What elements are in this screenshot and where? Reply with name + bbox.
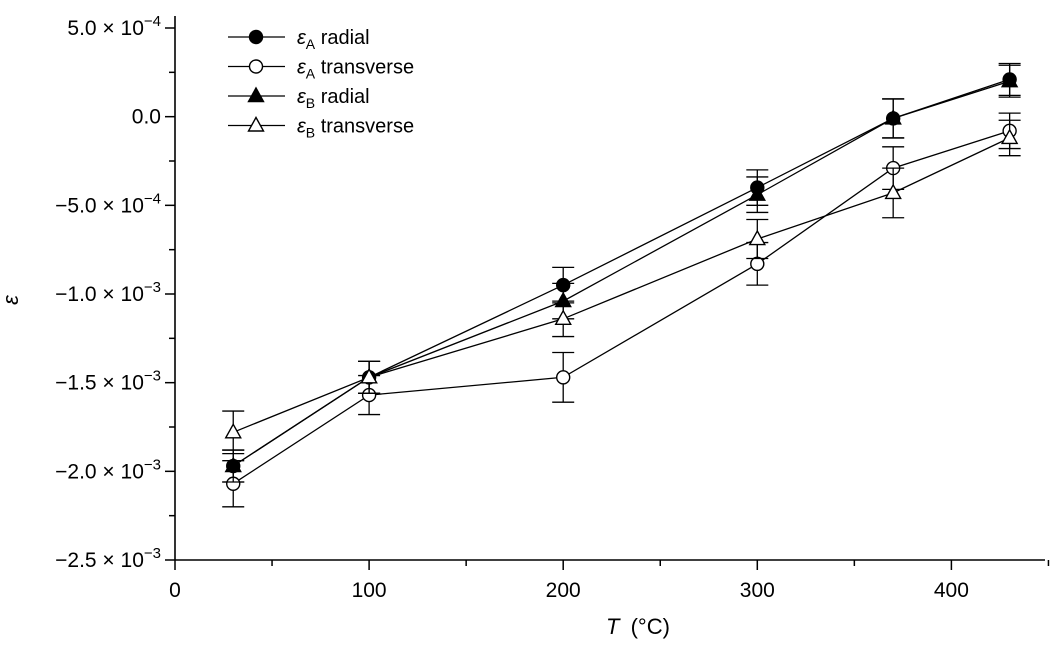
legend-marker	[247, 116, 265, 132]
legend-entry-transverse-b: εB transverse	[228, 116, 414, 141]
data-point	[884, 108, 902, 125]
x-tick-label: 400	[934, 579, 969, 602]
series-transverse-a	[222, 112, 1021, 508]
data-point	[556, 370, 571, 385]
data-point	[224, 456, 242, 473]
data-point	[1000, 71, 1019, 88]
data-point	[748, 229, 766, 246]
legend-marker	[248, 59, 264, 74]
y-tick-label: −2.5 × 10−3	[55, 545, 161, 572]
x-tick-label: 200	[546, 579, 581, 602]
y-tick-label: −1.5 × 10−3	[55, 368, 161, 395]
data-point	[1000, 128, 1019, 145]
legend-marker	[248, 29, 264, 45]
series-transverse-b	[222, 119, 1021, 455]
series-line	[232, 137, 1010, 433]
y-tick-label: 5.0 × 10−4	[67, 13, 161, 40]
legend-label: εB transverse	[297, 116, 414, 141]
series-line	[232, 130, 1010, 485]
y-tick-label: 0.0	[132, 106, 161, 129]
x-axis-unit: (°C)	[631, 614, 670, 639]
legend: εA radial εA transverse εB radial εB transv…	[228, 27, 414, 141]
data-point	[884, 183, 902, 200]
data-point	[360, 367, 378, 384]
legend-label: εA transverse	[297, 57, 414, 82]
series-line	[232, 80, 1010, 467]
data-point	[750, 256, 765, 272]
y-tick-label: −5.0 × 10−4	[55, 190, 161, 217]
x-tick-label: 0	[169, 579, 181, 602]
series-layer	[222, 62, 1021, 508]
legend-entry-transverse-a: εA transverse	[228, 57, 414, 82]
data-point	[748, 185, 766, 201]
legend-entry-radial-a: εA radial	[228, 27, 370, 52]
x-axis-variable: T	[606, 614, 621, 639]
legend-label: εB radial	[297, 86, 370, 111]
y-tick-label: −2.0 × 10−3	[55, 456, 161, 483]
legend-entry-radial-b: εB radial	[228, 86, 370, 111]
data-point	[224, 422, 242, 439]
y-tick-label: −1.0 × 10−3	[55, 279, 161, 306]
x-tick-label: 100	[352, 579, 387, 602]
legend-label: εA radial	[297, 27, 370, 52]
x-tick-label: 300	[740, 579, 775, 602]
y-axis-title: ε	[0, 295, 23, 305]
x-axis-title: T (°C)	[606, 614, 670, 639]
axes: 0 100 200 300 400 5.0 × 10−4 0.0 −5.0 × 10−4 −1.…	[55, 13, 1050, 602]
legend-marker	[247, 86, 265, 103]
data-point	[554, 309, 572, 326]
